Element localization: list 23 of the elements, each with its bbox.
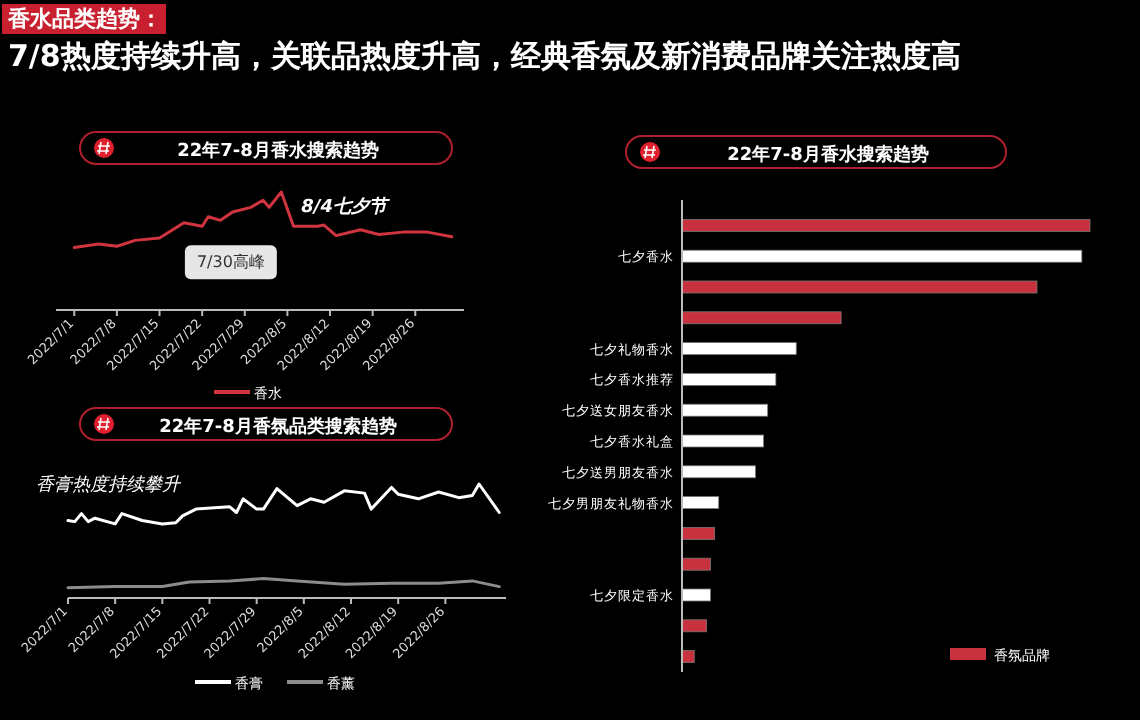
bar	[681, 496, 720, 509]
chart-title: 22年7-8月香水搜索趋势	[177, 140, 379, 162]
bar	[681, 219, 1091, 232]
annotation: 7/30高峰	[196, 253, 265, 272]
bar	[681, 619, 707, 633]
bar	[681, 650, 695, 663]
text: 7/8热度持续升高，关联品热度升高，经典香氛及新消费品牌关注热度高	[8, 38, 961, 74]
bar	[681, 434, 764, 448]
text: 香水品类趋势：	[6, 6, 162, 32]
bar	[681, 249, 1083, 263]
bar	[681, 373, 777, 386]
bar	[681, 280, 1038, 294]
bar	[681, 465, 756, 479]
chart-title: 22年7-8月香水搜索趋势	[727, 144, 929, 166]
bar	[681, 527, 716, 540]
bar	[681, 342, 797, 355]
bar	[681, 588, 711, 602]
bar	[681, 557, 711, 571]
annotation: 香膏热度持续攀升	[36, 474, 182, 496]
bar	[681, 403, 769, 417]
bar	[681, 311, 842, 325]
annotation: 8/4七夕节	[301, 196, 391, 218]
chart-title: 22年7-8月香氛品类搜索趋势	[159, 416, 397, 438]
